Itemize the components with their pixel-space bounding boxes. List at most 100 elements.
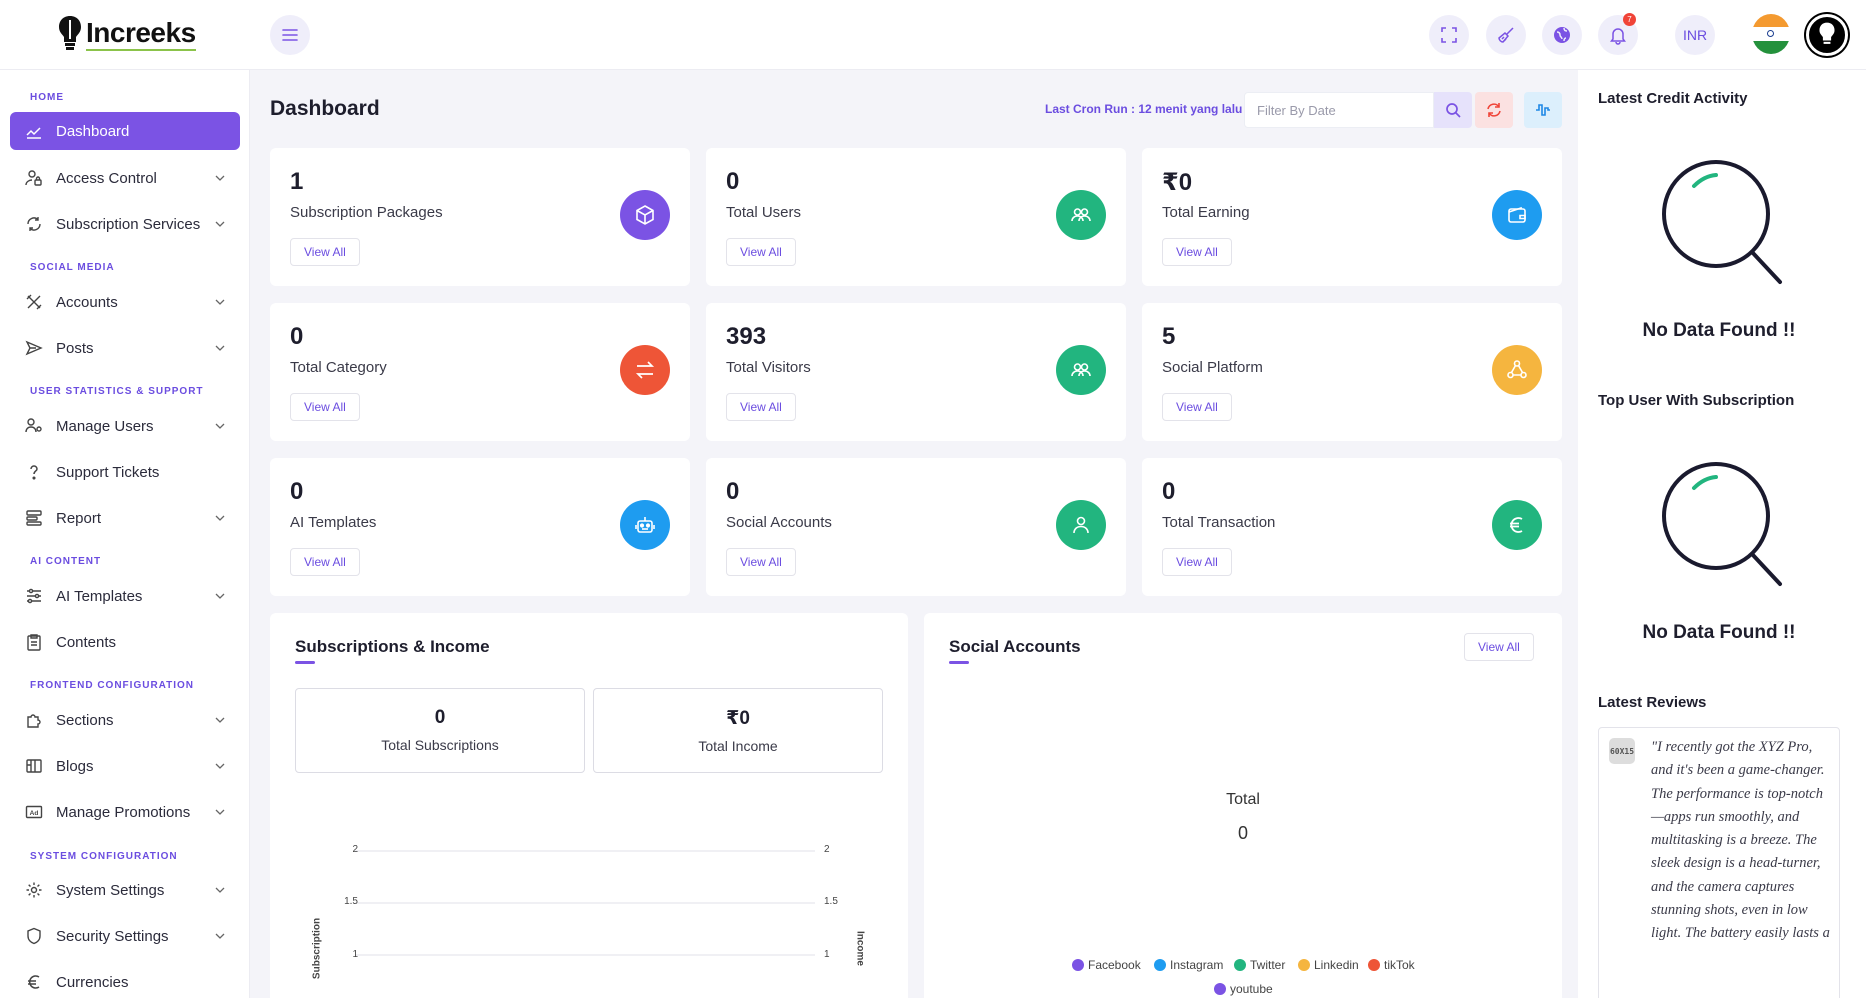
stat-icon-wrapper bbox=[1056, 500, 1106, 550]
sidebar-item-security-settings[interactable]: Security Settings bbox=[10, 917, 240, 955]
legend-item-facebook[interactable]: Facebook bbox=[1072, 958, 1141, 972]
sidebar-item-manage-promotions[interactable]: Ad Manage Promotions bbox=[10, 793, 240, 831]
sidebar-item-subscription-services[interactable]: Subscription Services bbox=[10, 205, 240, 243]
social-accounts-view-all-button[interactable]: View All bbox=[1464, 633, 1534, 661]
title-underline bbox=[295, 661, 315, 664]
view-all-button[interactable]: View All bbox=[726, 393, 796, 421]
sidebar-item-label: Security Settings bbox=[56, 927, 169, 945]
logo[interactable]: Increeks bbox=[58, 14, 196, 54]
stat-icon-wrapper bbox=[1492, 190, 1542, 240]
sidebar-item-contents[interactable]: Contents bbox=[10, 623, 240, 661]
legend-label: Twitter bbox=[1250, 958, 1286, 972]
clear-cache-button[interactable] bbox=[1486, 15, 1526, 55]
fullscreen-icon bbox=[1441, 27, 1457, 43]
sidebar-item-access-control[interactable]: Access Control bbox=[10, 159, 240, 197]
panel-title: Social Accounts bbox=[949, 637, 1081, 656]
legend-item-linkedin[interactable]: Linkedin bbox=[1298, 958, 1359, 972]
hamburger-icon bbox=[282, 29, 298, 41]
social-accounts-panel: Social Accounts View All Total 0 Faceboo… bbox=[924, 613, 1562, 998]
view-all-button[interactable]: View All bbox=[726, 238, 796, 266]
puzzle-icon bbox=[27, 714, 41, 728]
india-flag-icon[interactable] bbox=[1752, 14, 1790, 54]
sidebar-item-sections[interactable]: Sections bbox=[10, 701, 240, 739]
stat-card-total-visitors: 393 Total Visitors View All bbox=[706, 303, 1126, 441]
sidebar-item-system-settings[interactable]: System Settings bbox=[10, 871, 240, 909]
sidebar-item-label: Sections bbox=[56, 711, 114, 729]
stat-card-subscription-packages: 1 Subscription Packages View All bbox=[270, 148, 690, 286]
fullscreen-button[interactable] bbox=[1429, 15, 1469, 55]
menu-toggle-button[interactable] bbox=[270, 15, 310, 55]
sidebar-item-posts[interactable]: Posts bbox=[10, 329, 240, 367]
y-tick-right: 1 bbox=[824, 949, 830, 960]
y-axis-label-right: Income bbox=[854, 930, 866, 966]
section-social-media: SOCIAL MEDIA bbox=[30, 262, 115, 273]
total-income-box: ₹0 Total Income bbox=[593, 688, 883, 773]
sidebar-item-label: Manage Promotions bbox=[56, 803, 191, 821]
chevron-down-icon bbox=[215, 887, 225, 893]
sidebar-item-blogs[interactable]: Blogs bbox=[10, 747, 240, 785]
user-avatar[interactable] bbox=[1806, 14, 1848, 56]
notification-badge: 7 bbox=[1623, 13, 1636, 26]
legend-item-tiktok[interactable]: tikTok bbox=[1368, 958, 1415, 972]
chevron-down-icon bbox=[215, 515, 225, 521]
legend-dot bbox=[1234, 959, 1246, 971]
euro-icon bbox=[28, 975, 40, 989]
reset-button[interactable] bbox=[1475, 92, 1513, 128]
language-button[interactable] bbox=[1542, 15, 1582, 55]
view-all-button[interactable]: View All bbox=[1162, 238, 1232, 266]
view-all-button[interactable]: View All bbox=[290, 238, 360, 266]
currency-button[interactable]: INR bbox=[1675, 15, 1715, 55]
sidebar-item-label: Contents bbox=[56, 633, 117, 651]
legend-item-youtube[interactable]: youtube bbox=[1214, 982, 1273, 996]
view-all-button[interactable]: View All bbox=[290, 548, 360, 576]
magnifier-empty-icon bbox=[1662, 462, 1782, 586]
y-tick-left: 1 bbox=[352, 949, 358, 960]
notifications-button[interactable]: 7 bbox=[1598, 13, 1638, 55]
search-icon bbox=[1446, 103, 1461, 118]
total-income-value: ₹0 bbox=[726, 708, 750, 729]
sidebar-item-accounts[interactable]: Accounts bbox=[10, 283, 240, 321]
stat-icon-wrapper bbox=[1492, 500, 1542, 550]
stat-icon-wrapper bbox=[620, 500, 670, 550]
stat-icon-wrapper bbox=[620, 190, 670, 240]
donut-center-value: 0 bbox=[1237, 823, 1248, 843]
legend-item-instagram[interactable]: Instagram bbox=[1154, 958, 1223, 972]
cube-icon bbox=[636, 205, 654, 225]
sidebar-item-dashboard[interactable]: Dashboard bbox=[10, 112, 240, 150]
svg-text:Ad: Ad bbox=[30, 810, 39, 817]
sidebar-item-label: Accounts bbox=[56, 293, 118, 311]
stat-label: Total Users bbox=[726, 204, 802, 221]
sidebar-item-manage-users[interactable]: Manage Users bbox=[10, 407, 240, 445]
chevron-down-icon bbox=[215, 809, 225, 815]
legend-dot bbox=[1072, 959, 1084, 971]
sidebar-item-label: Posts bbox=[56, 339, 94, 357]
sidebar-item-support-tickets[interactable]: Support Tickets bbox=[10, 453, 240, 491]
view-all-button[interactable]: View All bbox=[726, 548, 796, 576]
users-icon bbox=[1071, 208, 1091, 222]
stat-value: 1 bbox=[290, 168, 304, 195]
section-home: HOME bbox=[30, 92, 64, 103]
legend-dot bbox=[1214, 983, 1226, 995]
view-all-button[interactable]: View All bbox=[1162, 393, 1232, 421]
stat-label: Subscription Packages bbox=[290, 204, 443, 221]
sidebar-item-ai-templates[interactable]: AI Templates bbox=[10, 577, 240, 615]
sidebar-item-label: Access Control bbox=[56, 169, 157, 187]
view-all-button[interactable]: View All bbox=[1162, 548, 1232, 576]
donut-center-label: Total bbox=[1226, 791, 1260, 808]
euro-icon bbox=[1510, 517, 1523, 533]
sliders-icon bbox=[27, 588, 41, 604]
view-all-button[interactable]: View All bbox=[290, 393, 360, 421]
legend-label: tikTok bbox=[1384, 958, 1415, 972]
stat-label: Total Earning bbox=[1162, 204, 1250, 221]
legend-item-twitter[interactable]: Twitter bbox=[1234, 958, 1285, 972]
latest-credit-activity-title: Latest Credit Activity bbox=[1598, 90, 1748, 107]
y-tick-right: 1.5 bbox=[824, 896, 838, 907]
activity-button[interactable] bbox=[1524, 92, 1562, 128]
filter-date-input[interactable] bbox=[1244, 92, 1434, 128]
sidebar-item-report[interactable]: Report bbox=[10, 499, 240, 537]
search-button[interactable] bbox=[1434, 92, 1472, 128]
total-subscriptions-label: Total Subscriptions bbox=[381, 737, 499, 753]
stat-card-total-users: 0 Total Users View All bbox=[706, 148, 1126, 286]
sidebar-item-currencies[interactable]: Currencies bbox=[10, 963, 240, 998]
latest-reviews-title: Latest Reviews bbox=[1598, 694, 1707, 711]
